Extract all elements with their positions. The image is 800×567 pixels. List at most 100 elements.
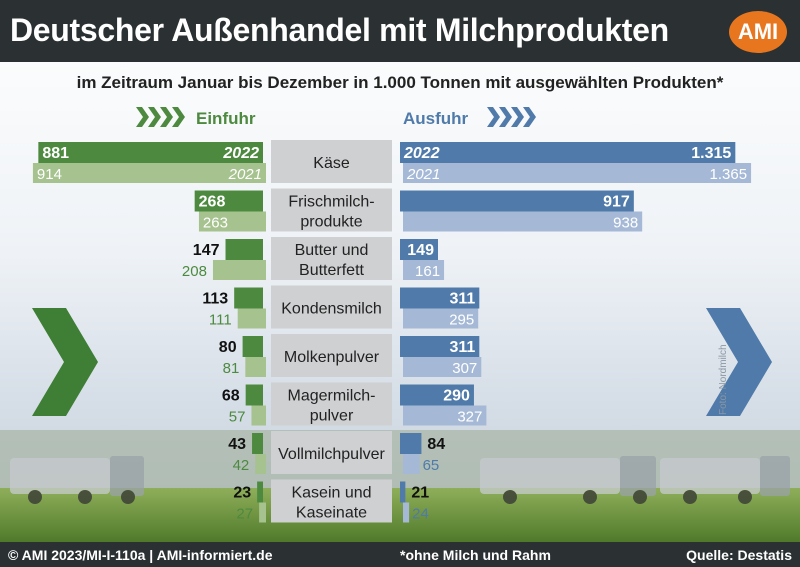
big-arrow-left [32, 308, 98, 416]
export-value-2022: 21 [411, 485, 429, 502]
import-value-2021: 81 [223, 360, 240, 377]
import-chevron-icon [160, 107, 173, 127]
import-value-2021: 42 [233, 457, 250, 474]
category-box [271, 382, 392, 426]
import-value-2021: 914 [37, 166, 62, 183]
category-label: Kondensmilch [281, 301, 382, 318]
import-bar-2021 [198, 211, 266, 232]
export-value-2021: 307 [452, 360, 477, 377]
import-value-2022: 113 [202, 291, 228, 308]
category-label: Kaseinate [296, 505, 367, 522]
export-bar-2021 [403, 260, 445, 280]
import-chevron-icon [172, 107, 185, 127]
import-value-2022: 268 [199, 194, 226, 211]
export-value-2022: 311 [449, 339, 475, 356]
category-label: produkte [300, 214, 362, 231]
import-value-2022: 68 [222, 388, 240, 405]
export-bar-2022 [400, 142, 736, 163]
import-bar-2022 [38, 142, 263, 163]
category-box [271, 140, 392, 183]
import-bar-2022 [234, 287, 263, 309]
export-bar-2022 [400, 239, 438, 260]
export-value-2022: 84 [427, 436, 445, 453]
import-value-2022: 147 [193, 242, 220, 259]
import-value-2022: 23 [233, 485, 251, 502]
export-chevron-icon [487, 107, 500, 127]
export-bar-2022 [400, 384, 474, 406]
export-bar-2021 [403, 405, 487, 426]
import-value-2021: 263 [203, 215, 228, 232]
import-bar-2022 [257, 481, 263, 503]
import-bar-2021 [212, 260, 266, 280]
footer-source: Quelle: Destatis [686, 547, 792, 563]
export-value-2021: 938 [613, 215, 638, 232]
export-bar-2021 [403, 502, 410, 523]
export-value-2021: 24 [412, 506, 429, 523]
import-group-label: Einfuhr [196, 109, 256, 128]
export-group-label: Ausfuhr [403, 109, 469, 128]
import-bar-2021 [237, 308, 266, 329]
category-label: Molkenpulver [284, 349, 380, 366]
export-bar-2022 [400, 433, 422, 454]
category-box [271, 188, 392, 232]
page-title: Deutscher Außenhandel mit Milchprodukten [10, 12, 669, 48]
import-bar-2022 [245, 384, 263, 406]
import-year-2021: 2021 [228, 166, 262, 183]
chart-subtitle: im Zeitraum Januar bis Dezember in 1.000… [76, 73, 724, 92]
export-bar-2022 [400, 287, 480, 309]
truck-right [480, 456, 790, 504]
export-bar-2022 [400, 336, 480, 357]
export-bar-2022 [400, 190, 634, 212]
export-year-2022: 2022 [403, 145, 440, 162]
import-bar-2021 [245, 357, 266, 377]
title-bar: Deutscher Außenhandel mit Milchprodukten… [0, 0, 800, 62]
export-value-2022: 290 [443, 388, 470, 405]
import-bar-2021 [32, 163, 267, 183]
export-bar-2021 [403, 211, 643, 232]
export-value-2021: 161 [415, 263, 440, 280]
import-value-2021: 57 [229, 409, 246, 426]
export-bar-2021 [403, 163, 752, 183]
export-value-2021: 295 [449, 312, 474, 329]
category-label: Butter und [295, 242, 369, 259]
import-value-2021: 208 [182, 263, 207, 280]
import-year-2022: 2022 [222, 145, 259, 162]
category-box [271, 237, 392, 280]
export-year-2021: 2021 [406, 166, 440, 183]
category-box [271, 479, 392, 523]
export-value-2021: 327 [457, 409, 482, 426]
import-bar-2021 [251, 405, 266, 426]
category-label: Käse [313, 155, 350, 172]
export-value-2022: 1.315 [691, 145, 731, 162]
category-box [271, 285, 392, 329]
export-value-2022: 311 [449, 291, 475, 308]
import-chevron-icon [136, 107, 149, 127]
export-value-2021: 1.365 [710, 166, 748, 183]
category-label: Butterfett [299, 262, 364, 279]
import-bar-2021 [259, 502, 266, 523]
category-label: Magermilch- [287, 388, 375, 405]
export-value-2022: 149 [407, 242, 434, 259]
import-value-2022: 881 [42, 145, 69, 162]
import-bar-2021 [255, 454, 266, 474]
export-bar-2022 [400, 481, 406, 503]
import-bar-2022 [194, 190, 263, 212]
truck-left [10, 456, 144, 504]
import-value-2021: 111 [209, 312, 232, 329]
category-label: Kasein und [291, 485, 371, 502]
category-box [271, 431, 392, 474]
export-value-2021: 65 [423, 457, 440, 474]
category-box [271, 334, 392, 377]
export-value-2022: 917 [603, 194, 630, 211]
category-label: pulver [310, 408, 354, 425]
category-label: Vollmilchpulver [278, 446, 385, 463]
import-bar-2022 [225, 239, 263, 260]
import-value-2022: 43 [228, 436, 246, 453]
export-chevron-icon [523, 107, 536, 127]
export-bar-2021 [403, 357, 482, 377]
ami-logo: AMI [729, 11, 787, 53]
import-bar-2022 [242, 336, 263, 357]
import-value-2021: 27 [236, 506, 253, 523]
